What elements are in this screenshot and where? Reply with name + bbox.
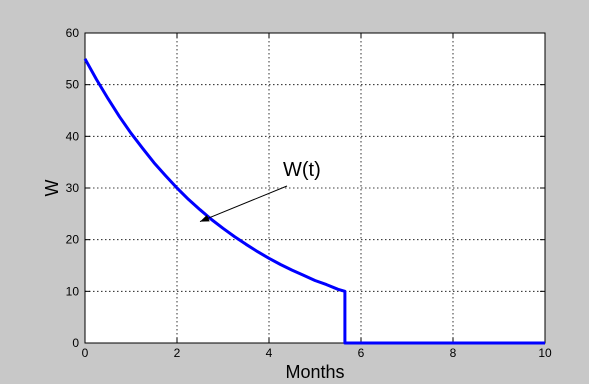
x-tick-label: 0 bbox=[82, 346, 89, 360]
annotation: W(t) bbox=[199, 159, 321, 223]
y-axis-label: W bbox=[42, 180, 62, 197]
x-tick-label: 8 bbox=[450, 346, 457, 360]
axis-ticks bbox=[84, 32, 546, 344]
x-tick-label: 2 bbox=[174, 346, 181, 360]
y-tick-label: 50 bbox=[66, 78, 80, 92]
y-tick-label: 10 bbox=[66, 284, 80, 298]
x-tick-label: 6 bbox=[358, 346, 365, 360]
y-tick-label: 20 bbox=[66, 233, 80, 247]
y-tick-label: 60 bbox=[66, 26, 80, 40]
x-axis-label: Months bbox=[285, 362, 344, 382]
y-tick-labels: 0 10 20 30 40 50 60 bbox=[66, 26, 80, 350]
x-tick-label: 4 bbox=[266, 346, 273, 360]
y-tick-label: 0 bbox=[72, 336, 79, 350]
x-tick-labels: 0 2 4 6 8 10 bbox=[82, 346, 552, 360]
annotation-arrow bbox=[199, 185, 288, 223]
x-tick-label: 10 bbox=[538, 346, 552, 360]
grid-lines bbox=[85, 33, 545, 343]
annotation-arrowhead bbox=[200, 214, 210, 222]
y-tick-label: 30 bbox=[66, 181, 80, 195]
annotation-label: W(t) bbox=[283, 159, 321, 181]
series-line-w-t bbox=[83, 58, 545, 345]
y-tick-label: 40 bbox=[66, 129, 80, 143]
